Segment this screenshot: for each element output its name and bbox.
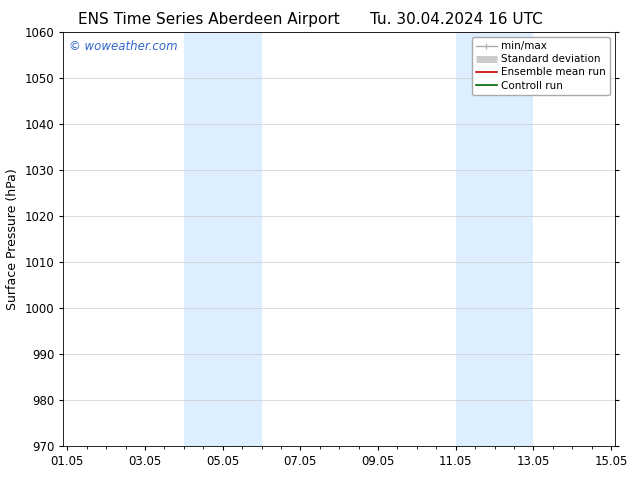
Y-axis label: Surface Pressure (hPa): Surface Pressure (hPa): [6, 168, 19, 310]
Bar: [456, 32, 533, 446]
Legend: min/max, Standard deviation, Ensemble mean run, Controll run: min/max, Standard deviation, Ensemble me…: [472, 37, 610, 95]
Text: Tu. 30.04.2024 16 UTC: Tu. 30.04.2024 16 UTC: [370, 12, 543, 27]
Bar: [184, 32, 261, 446]
Text: © woweather.com: © woweather.com: [69, 40, 178, 53]
Text: ENS Time Series Aberdeen Airport: ENS Time Series Aberdeen Airport: [79, 12, 340, 27]
